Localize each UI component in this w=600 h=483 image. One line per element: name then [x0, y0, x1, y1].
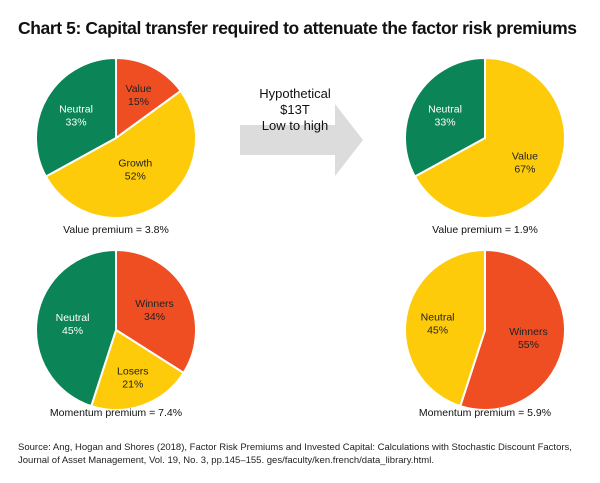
slice-label: Value — [125, 83, 151, 95]
slice-value-label: 45% — [62, 325, 83, 337]
pie-slice-neutral — [404, 57, 486, 178]
pie-slice-neutral — [35, 57, 117, 178]
pie-caption: Momentum premium = 5.9% — [419, 407, 551, 419]
slice-label: Neutral — [428, 103, 462, 115]
pie-slice-neutral — [35, 249, 117, 408]
slice-value-label: 52% — [125, 170, 146, 182]
slice-label: Winners — [509, 326, 548, 338]
slice-label: Neutral — [421, 311, 455, 323]
pie-slice-losers — [90, 329, 185, 411]
pie-slice-neutral — [404, 249, 486, 408]
pie-slice-winners — [459, 249, 566, 411]
pie-slice-value — [115, 57, 182, 139]
pie-slice-value — [413, 57, 566, 219]
chart-title: Chart 5: Capital transfer required to at… — [18, 18, 577, 38]
pie-caption: Value premium = 3.8% — [63, 224, 169, 236]
arrow-icon — [240, 104, 363, 176]
slice-value-label: 67% — [514, 164, 535, 176]
slice-label: Winners — [135, 298, 174, 310]
slice-value-label: 33% — [435, 116, 456, 128]
slice-label: Neutral — [56, 312, 90, 324]
slice-value-label: 21% — [122, 379, 143, 391]
arrow-label-line-2: $13T — [280, 102, 310, 117]
slice-label: Value — [512, 151, 538, 163]
arrow-label-line-1: Hypothetical — [259, 86, 331, 101]
source-note: Source: Ang, Hogan and Shores (2018), Fa… — [18, 442, 572, 466]
slice-value-label: 45% — [427, 324, 448, 336]
arrow-label-line-3: Low to high — [262, 118, 329, 133]
slice-value-label: 55% — [518, 339, 539, 351]
pie-slice-growth — [44, 89, 197, 219]
pie-caption: Momentum premium = 7.4% — [50, 407, 182, 419]
slice-value-label: 33% — [66, 116, 87, 128]
pie-caption: Value premium = 1.9% — [432, 224, 538, 236]
transfer-arrow: Hypothetical $13T Low to high — [240, 86, 363, 176]
slice-value-label: 34% — [144, 311, 165, 323]
slice-value-label: 15% — [128, 96, 149, 108]
slice-label: Losers — [117, 366, 149, 378]
slice-label: Neutral — [59, 103, 93, 115]
slice-label: Growth — [118, 157, 152, 169]
